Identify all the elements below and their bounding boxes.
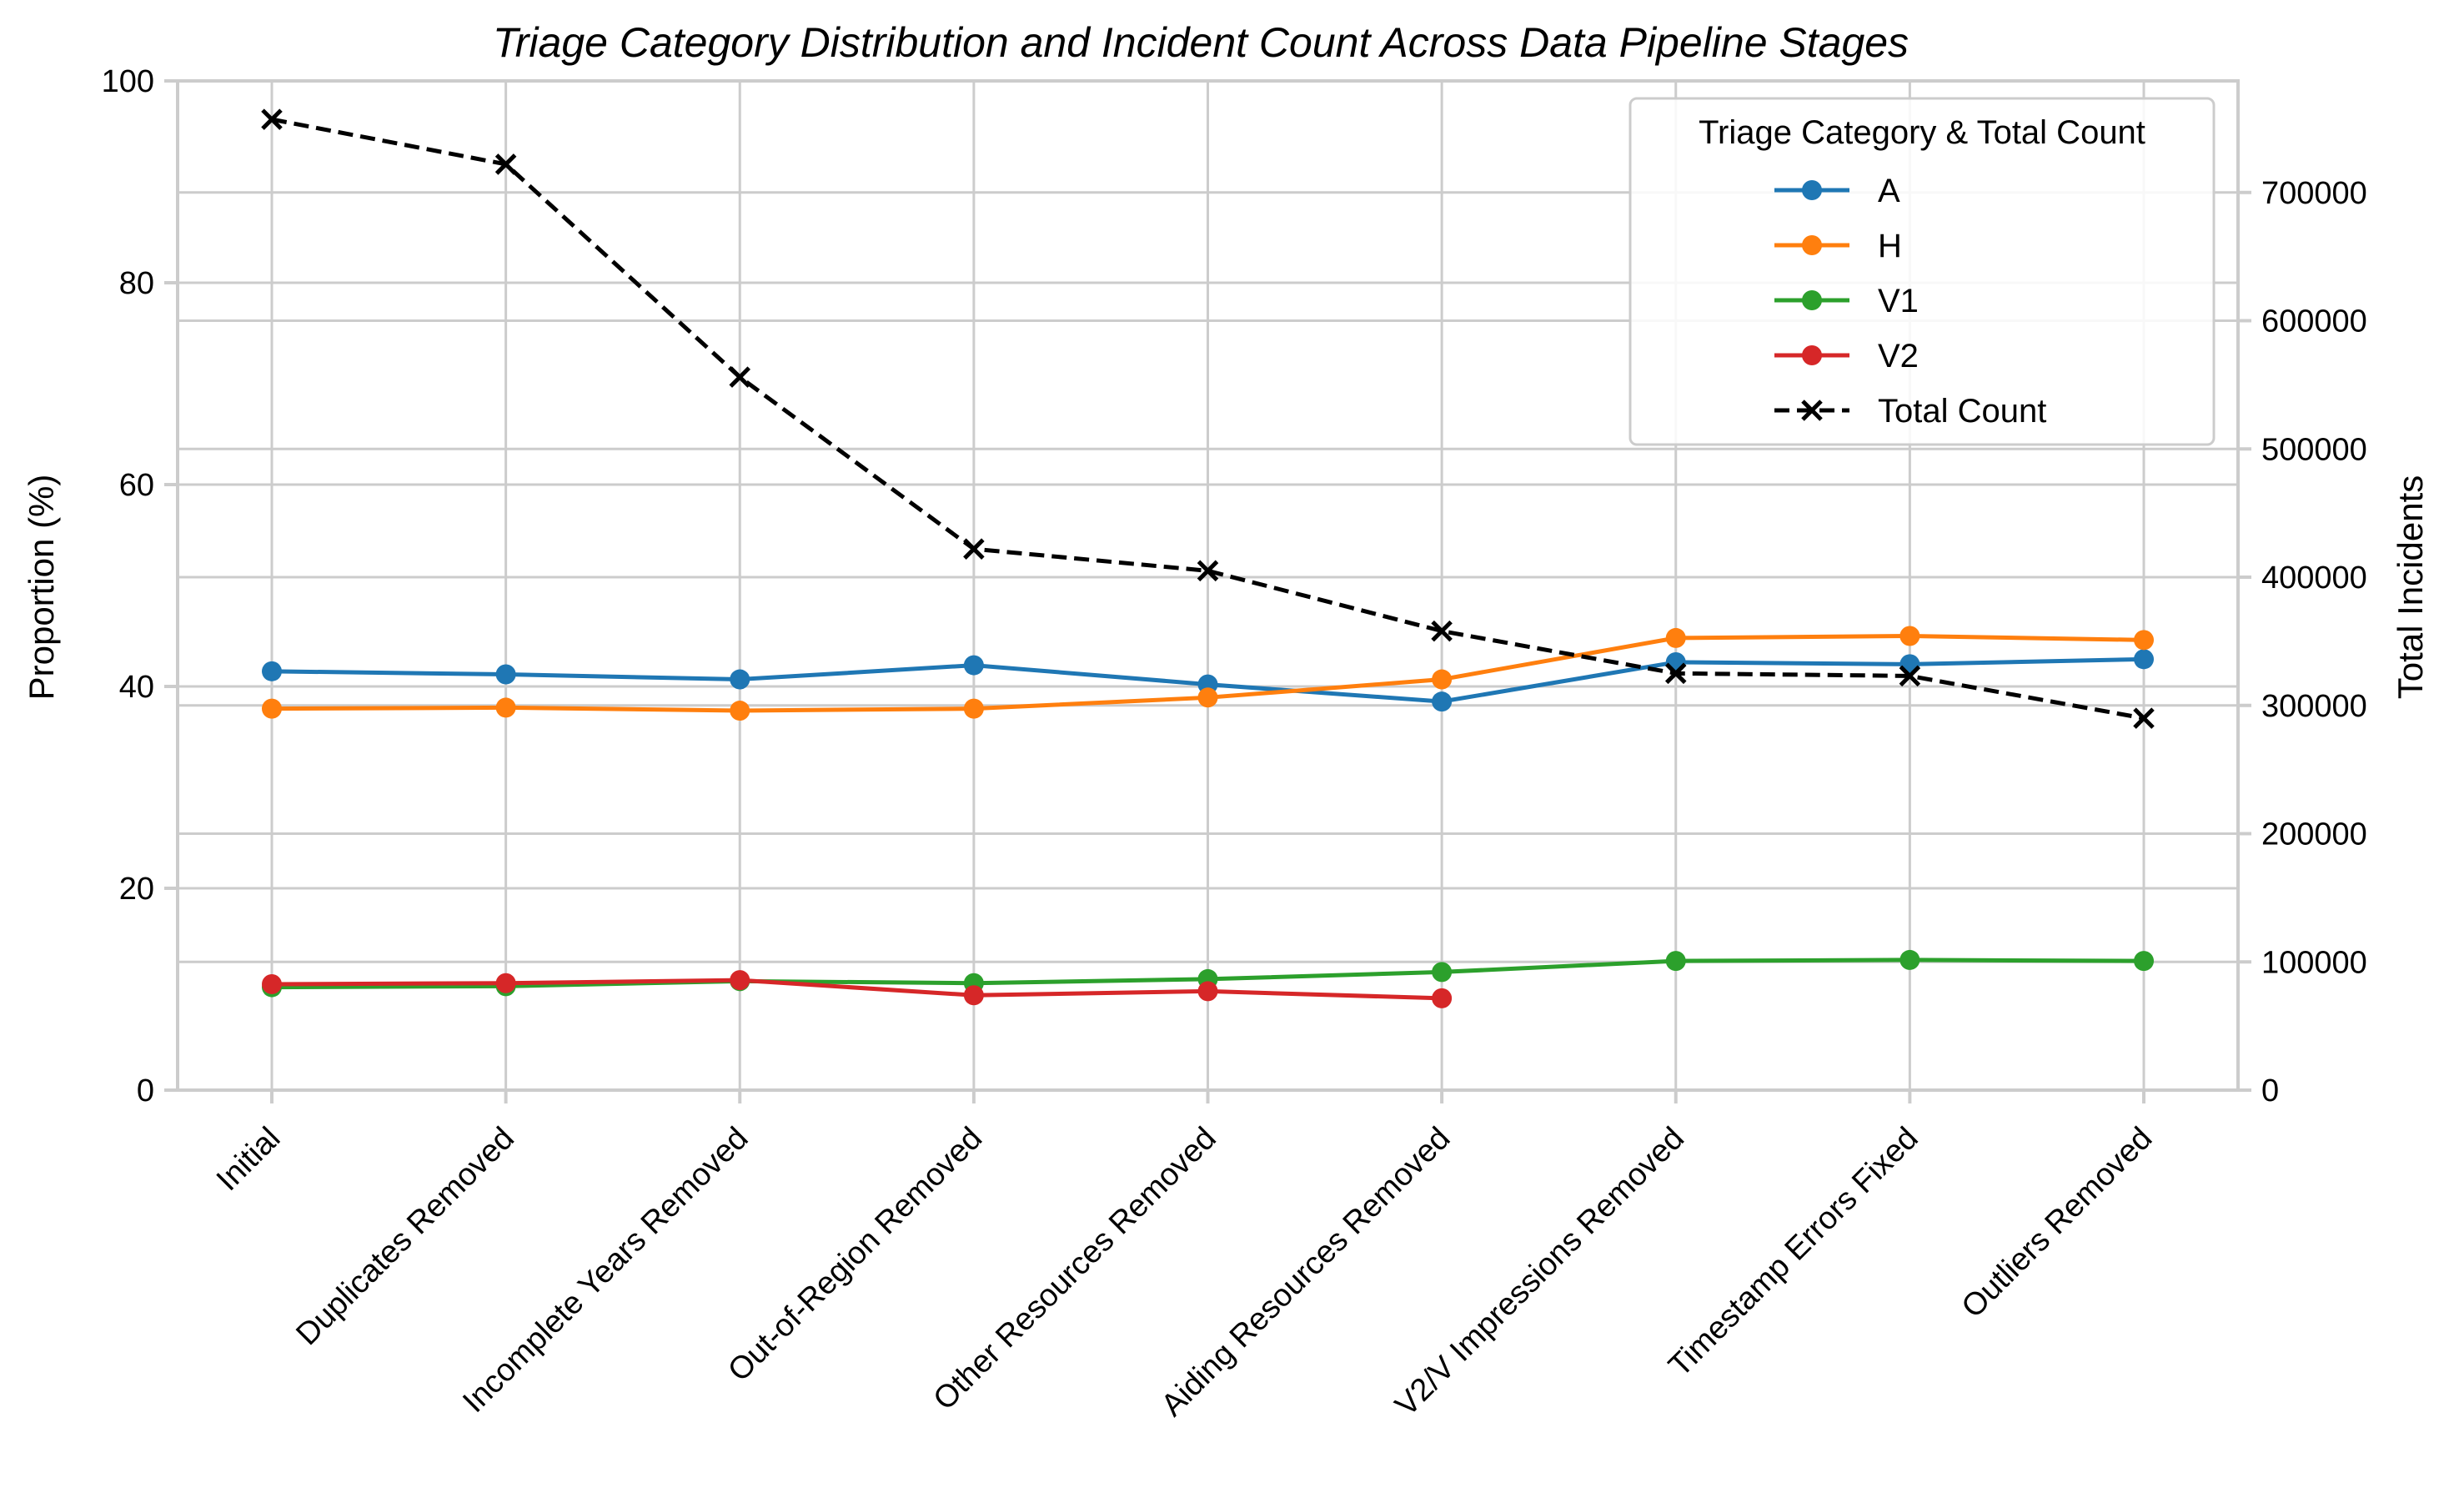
legend-title: Triage Category & Total Count [1699,114,2145,151]
data-point [262,661,282,681]
y2-tick-label: 500000 [2261,432,2367,467]
legend-label: Total Count [1878,393,2046,430]
data-point [1665,951,1686,972]
legend-label: V1 [1878,283,1919,319]
y-axis-label: Proportion (%) [22,475,61,701]
series-layer [261,108,2155,1008]
series-total-count [261,108,2155,729]
legend-marker [1802,180,1822,200]
y2-tick-label: 100000 [2261,945,2367,980]
data-point [963,655,984,676]
data-point [1899,665,1921,687]
data-point [963,985,984,1006]
legend-items: AH V1 V2 Total Count [1774,173,2046,430]
y2-tick-label: 400000 [2261,560,2367,596]
data-point [1197,687,1218,708]
data-point [963,698,984,719]
data-point [1665,627,1686,648]
data-point [730,669,750,690]
data-point [730,701,750,721]
y-tick-label: 100 [102,64,154,99]
x-tick-label: Incomplete Years Removed [456,1121,755,1420]
series-h [262,626,2154,721]
legend-box [1628,97,2216,446]
data-point [1899,949,1920,970]
y2-axis-label: Total Incidents [2391,475,2430,700]
x-tick-label: Timestamp Errors Fixed [1662,1121,1925,1384]
legend-marker [1801,400,1823,421]
x-tick-label: Duplicates Removed [289,1121,521,1353]
y-tick-label: 20 [119,872,154,907]
legend-marker [1802,345,1822,365]
data-point [1432,962,1453,983]
data-point [2134,649,2154,670]
data-point [261,108,283,130]
data-point [2133,707,2155,729]
data-point [1197,981,1218,1002]
data-point [729,366,751,388]
legend-item: V1 [1774,283,1919,319]
data-point [494,153,517,175]
y2-tick-label: 700000 [2261,176,2367,211]
y-tick-label: 0 [137,1073,154,1108]
chart-title: Triage Category Distribution and Inciden… [493,19,1909,66]
legend-label: V2 [1878,338,1919,374]
y2-tick-label: 0 [2261,1073,2279,1108]
data-point [2134,630,2154,651]
legend-item: V2 [1774,338,1919,374]
legend-marker [1802,290,1822,310]
legend-item: Total Count [1774,393,2046,430]
legend: Triage Category & Total Count AH V1 V2 Tota… [1628,97,2216,446]
x-tick-label: Out-of-Region Removed [721,1121,989,1389]
x-tick-label: Other Resources Removed [927,1121,1223,1417]
data-point [1664,662,1687,685]
legend-item: H [1774,228,1902,264]
series-line [271,978,1443,1001]
data-point [1431,620,1453,642]
y-tick-label: 60 [119,468,154,503]
series-v2 [262,970,1453,1008]
y2-tick-label: 200000 [2261,817,2367,852]
data-point [495,973,516,993]
y2-tick-label: 600000 [2261,304,2367,339]
legend-marker [1802,235,1822,255]
legend-label: H [1878,228,1902,264]
data-point [1432,669,1453,690]
y2-tick-label: 300000 [2261,689,2367,724]
data-point [2134,951,2154,972]
data-point [495,664,516,685]
x-tick-label: Initial [210,1121,287,1198]
data-point [1432,988,1453,1008]
data-point [963,538,985,560]
legend-item: A [1774,173,1900,209]
data-point [1432,691,1453,712]
data-point [262,973,282,994]
series-line [271,117,2145,721]
data-point [495,697,516,718]
data-point [730,970,750,991]
legend-label: A [1878,173,1900,209]
data-point [1899,626,1920,646]
data-point [262,698,282,719]
y-tick-label: 40 [119,670,154,705]
x-tick-label: Outliers Removed [1955,1121,2160,1325]
data-point [1197,560,1219,582]
y-tick-label: 80 [119,266,154,301]
